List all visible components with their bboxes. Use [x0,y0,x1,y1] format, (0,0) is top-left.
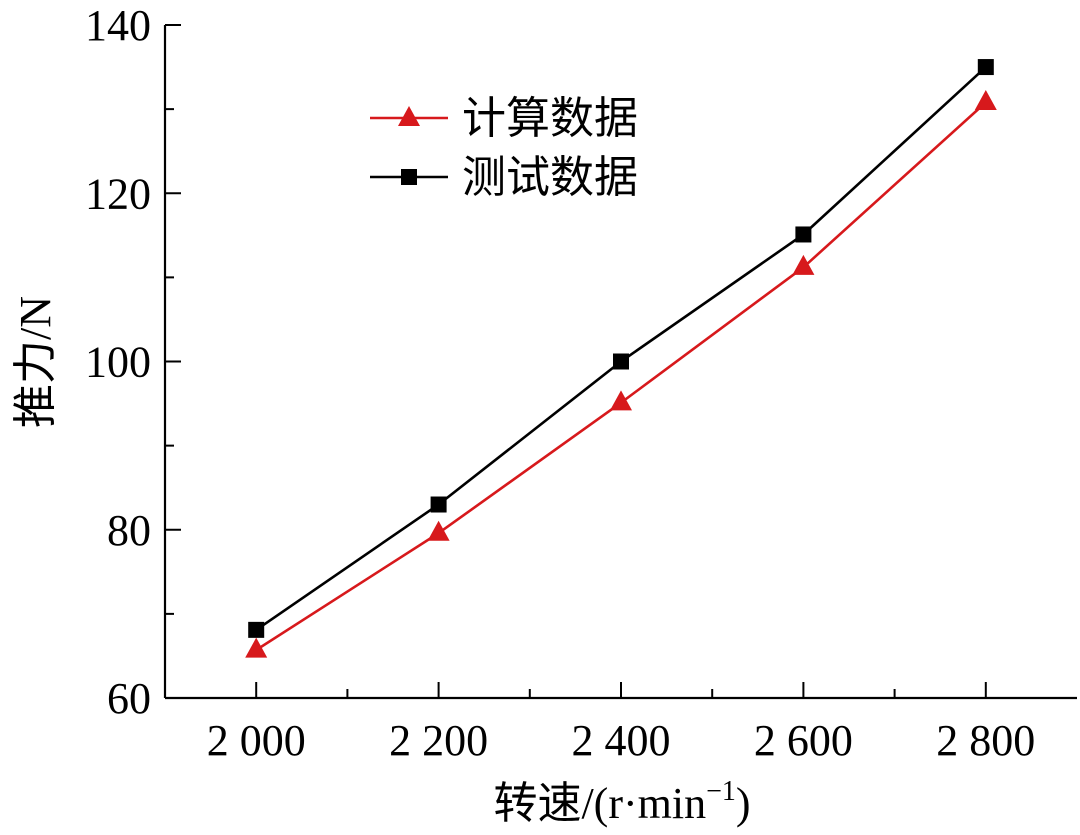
data-point-triangle [245,637,268,658]
x-tick-label: 2 200 [389,716,488,765]
data-point-triangle [792,254,815,275]
data-point-square [795,226,812,243]
legend-label: 测试数据 [462,153,638,202]
data-point-square [977,59,994,76]
x-axis-title-close: ) [736,779,751,828]
legend-label: 计算数据 [462,94,638,143]
legend-marker-square [401,169,417,185]
x-tick-label: 2 600 [754,716,853,765]
legend-item: 测试数据 [370,153,638,202]
series-line [255,66,987,631]
series-layer [245,59,997,658]
data-point-square [248,621,265,638]
x-tick-label: 2 400 [572,716,671,765]
x-axis-title: 转速/(r·min−1) [493,776,750,828]
y-tick-label: 140 [85,1,151,50]
series-1 [245,89,997,658]
y-tick-label: 100 [85,338,151,387]
x-axis-title-main: 转速/(r·min [493,779,706,828]
x-axis-title-superscript: −1 [706,776,736,807]
y-tick-label: 60 [107,674,151,723]
data-point-triangle [610,390,632,411]
series-2 [248,59,994,638]
legend-item: 计算数据 [370,94,638,143]
legend-marker-triangle [398,106,420,126]
data-point-triangle [427,520,450,541]
data-point-triangle [974,89,997,110]
y-tick-label: 80 [107,506,151,555]
data-point-square [613,353,629,370]
x-tick-label: 2 000 [207,716,306,765]
x-tick-label: 2 800 [936,716,1035,765]
y-tick-label: 120 [85,169,151,218]
y-axis-title: 推力/N [11,296,60,428]
axis-titles: 转速/(r·min−1) 推力/N [11,296,751,828]
data-point-square [430,496,447,513]
axes: 60 80 100 120 140 2 000 2 200 2 400 2 600 2 800 [85,1,1077,765]
